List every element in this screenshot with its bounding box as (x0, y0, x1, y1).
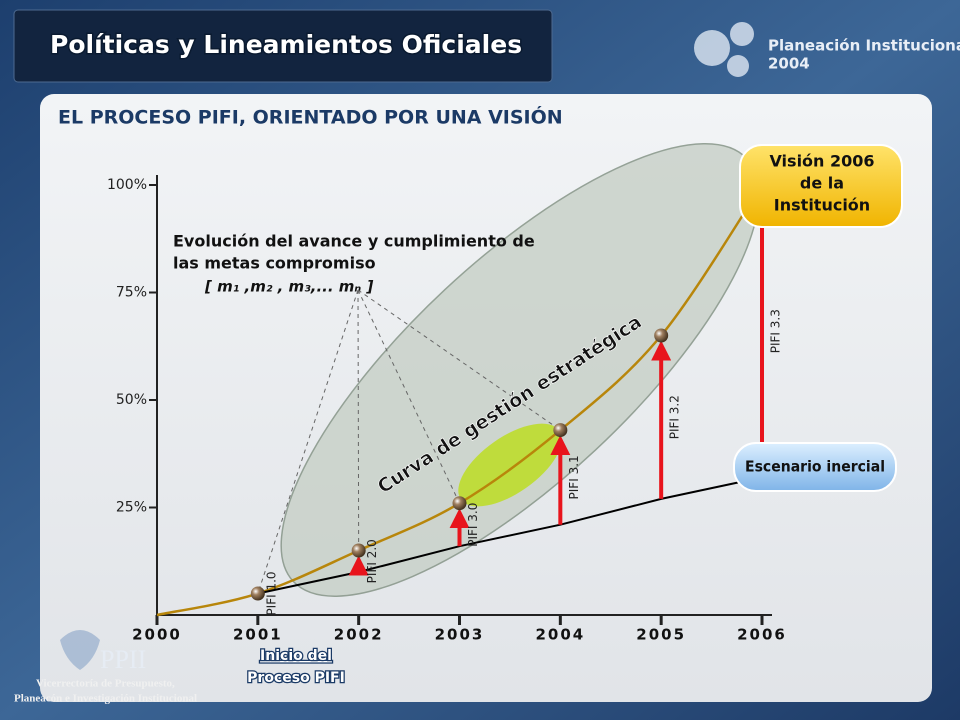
pifi-label: PIFI 3.3 (769, 309, 783, 353)
vision-box (739, 144, 903, 228)
brand-logo (694, 22, 754, 77)
x-tick-label: 2003 (435, 626, 485, 644)
ppii-logo: PPII Vicerrectoría de Presupuesto, Plane… (14, 630, 197, 705)
point (654, 328, 669, 343)
vision-text: Visión 2006 (769, 152, 874, 171)
x-tick-label: 2000 (132, 626, 182, 644)
brand-year: 2004 (768, 55, 810, 73)
pifi-label: PIFI 3.2 (668, 395, 682, 439)
pifi-label: PIFI 3.0 (466, 503, 480, 547)
pifi-label: PIFI 1.0 (264, 571, 278, 615)
x-tick-label: 2006 (737, 626, 787, 644)
dashed-link (357, 289, 561, 431)
focus-ellipse (458, 423, 562, 507)
point (452, 496, 467, 511)
annotation: las metas compromiso (173, 254, 376, 273)
page-title: Políticas y Lineamientos Oficiales (50, 30, 522, 59)
y-tick-label: 50% (116, 392, 147, 408)
pifi-label: PIFI 2.0 (365, 539, 379, 583)
dashed-link (257, 289, 359, 594)
y-tick-label: 75% (116, 285, 147, 301)
logo-mark: PPII (100, 645, 146, 674)
vision-text: Institución (774, 196, 870, 215)
x-tick-label: 2004 (535, 626, 585, 644)
pifi-label: PIFI 3.1 (567, 455, 581, 499)
title-box (13, 9, 553, 83)
y-tick-label: 25% (116, 500, 147, 516)
annotation: Evolución del avance y cumplimiento de (173, 232, 535, 251)
y-tick-label: 100% (107, 177, 147, 193)
annotation-formula: [ m₁ ,m₂ , m₃,... mₙ ] (204, 278, 373, 296)
x-tick-label: 2001 (233, 626, 283, 644)
dashed-link (357, 289, 360, 551)
point (250, 586, 265, 601)
point (553, 423, 568, 438)
brand-name: Planeación Institucional (768, 37, 960, 55)
subtitle: EL PROCESO PIFI, ORIENTADO POR UNA VISIÓ… (58, 105, 563, 129)
x-tick-label: 2002 (334, 626, 384, 644)
point (351, 543, 366, 558)
inertial-text: Escenario inercial (745, 458, 885, 476)
start-note: Inicio del (260, 648, 332, 664)
vision-text: de la (800, 174, 844, 193)
logo-text: Planeacón e Investigación Institucional (14, 693, 197, 705)
x-tick-label: 2005 (636, 626, 686, 644)
series-line (257, 474, 764, 595)
inertial-box (733, 442, 897, 492)
logo-text: Vicerrectoría de Presupuesto, (36, 678, 175, 690)
start-note: Proceso PIFI (247, 670, 345, 686)
